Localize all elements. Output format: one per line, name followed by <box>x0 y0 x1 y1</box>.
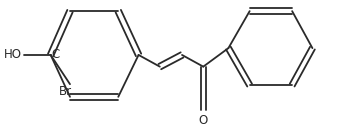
Text: Br: Br <box>58 85 71 98</box>
Text: O: O <box>198 114 208 127</box>
Text: HO: HO <box>4 48 22 62</box>
Text: C: C <box>52 48 60 62</box>
